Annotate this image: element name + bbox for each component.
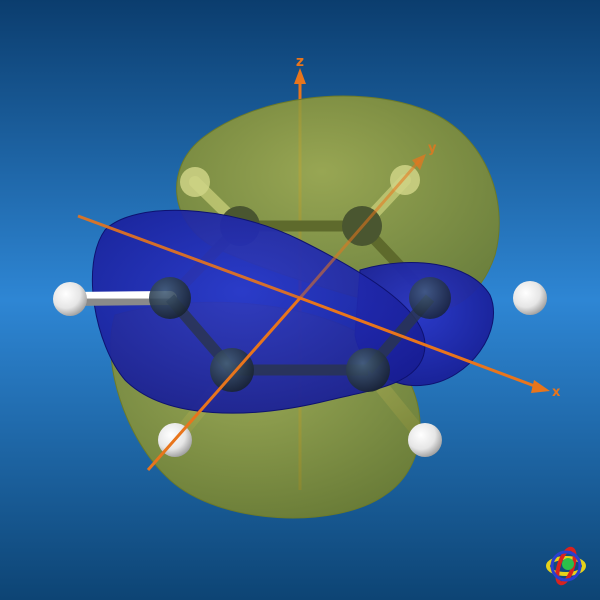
- z-axis-label: z: [296, 54, 304, 70]
- hydrogen-atom[interactable]: [180, 167, 210, 197]
- y-axis: y: [146, 141, 437, 471]
- carbon-atom[interactable]: [409, 277, 451, 319]
- x-axis-label: x: [552, 385, 561, 400]
- carbon-atom[interactable]: [210, 348, 254, 392]
- negative-lobe-main: [91, 209, 426, 414]
- x-axis: x: [77, 214, 561, 400]
- orientation-gizmo[interactable]: [546, 546, 586, 586]
- benzene-front: [53, 277, 451, 457]
- hydrogen-atom[interactable]: [513, 281, 547, 315]
- carbon-atom[interactable]: [149, 277, 191, 319]
- hydrogen-atom[interactable]: [408, 423, 442, 457]
- carbon-atom[interactable]: [346, 348, 390, 392]
- hydrogen-atom[interactable]: [53, 282, 87, 316]
- y-axis-label: y: [428, 141, 437, 156]
